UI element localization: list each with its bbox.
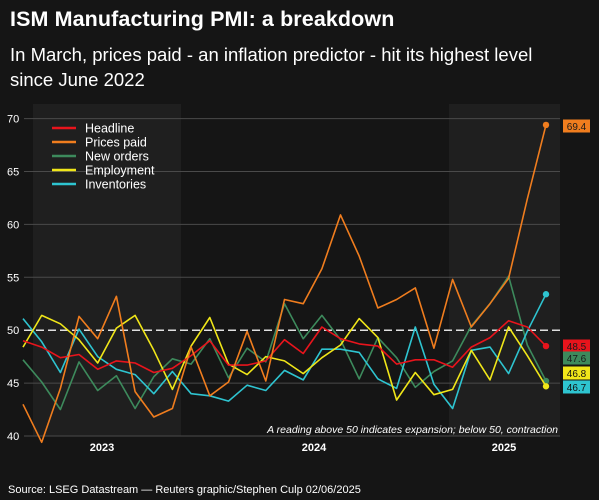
gridlines xyxy=(24,118,560,437)
series-line-headline xyxy=(22,319,547,374)
x-tick-label: 2024 xyxy=(302,442,327,454)
series-line-new-orders xyxy=(22,275,547,411)
end-label-box xyxy=(563,380,590,394)
series-line-employment xyxy=(22,314,547,401)
page-subtitle: In March, prices paid - an inflation pre… xyxy=(10,44,533,90)
end-label-value: 46.8 xyxy=(567,369,587,380)
end-label-box xyxy=(563,119,590,133)
series-line-prices-paid xyxy=(22,124,547,444)
series-lines xyxy=(22,121,550,444)
legend-label: Inventories xyxy=(85,178,146,192)
x-axis: 2023 2024 2025 xyxy=(90,442,516,454)
y-tick-label: 65 xyxy=(7,166,19,178)
chart-annotation: A reading above 50 indicates expansion; … xyxy=(266,424,558,436)
y-tick-label: 70 xyxy=(7,114,19,126)
year-band-2025 xyxy=(449,104,560,436)
end-point-employment xyxy=(542,383,550,390)
end-label-value: 69.4 xyxy=(567,122,587,133)
end-point-inventories xyxy=(542,291,550,298)
end-label-value: 48.5 xyxy=(567,342,587,353)
y-tick-label: 60 xyxy=(7,219,19,231)
end-label-box xyxy=(563,366,590,380)
x-tick-label: 2025 xyxy=(492,442,516,454)
source-note: Source: LSEG Datastream — Reuters graphi… xyxy=(8,484,361,496)
legend-label: New orders xyxy=(85,150,149,164)
x-tick-label: 2023 xyxy=(90,442,114,454)
year-band-2023 xyxy=(33,104,181,436)
y-tick-label: 55 xyxy=(7,272,19,284)
y-axis: 40 45 50 55 60 65 70 xyxy=(7,114,19,443)
end-point-prices-paid xyxy=(542,121,550,129)
end-point-headline xyxy=(542,342,550,350)
legend-label: Employment xyxy=(85,164,155,178)
y-tick-label: 50 xyxy=(7,325,19,337)
end-label-value: 47.6 xyxy=(567,354,587,365)
series-line-inventories xyxy=(22,293,547,410)
end-label-value: 46.7 xyxy=(567,383,587,394)
legend-label: Headline xyxy=(85,122,134,136)
legend-label: Prices paid xyxy=(85,136,147,150)
end-label-box xyxy=(563,351,590,365)
page-title: ISM Manufacturing PMI: a breakdown xyxy=(10,7,395,31)
end-label-box xyxy=(563,339,590,353)
y-tick-label: 40 xyxy=(7,431,19,443)
y-tick-label: 45 xyxy=(7,378,19,390)
end-labels: 48.5 69.4 47.6 46.8 46.7 xyxy=(563,119,590,394)
